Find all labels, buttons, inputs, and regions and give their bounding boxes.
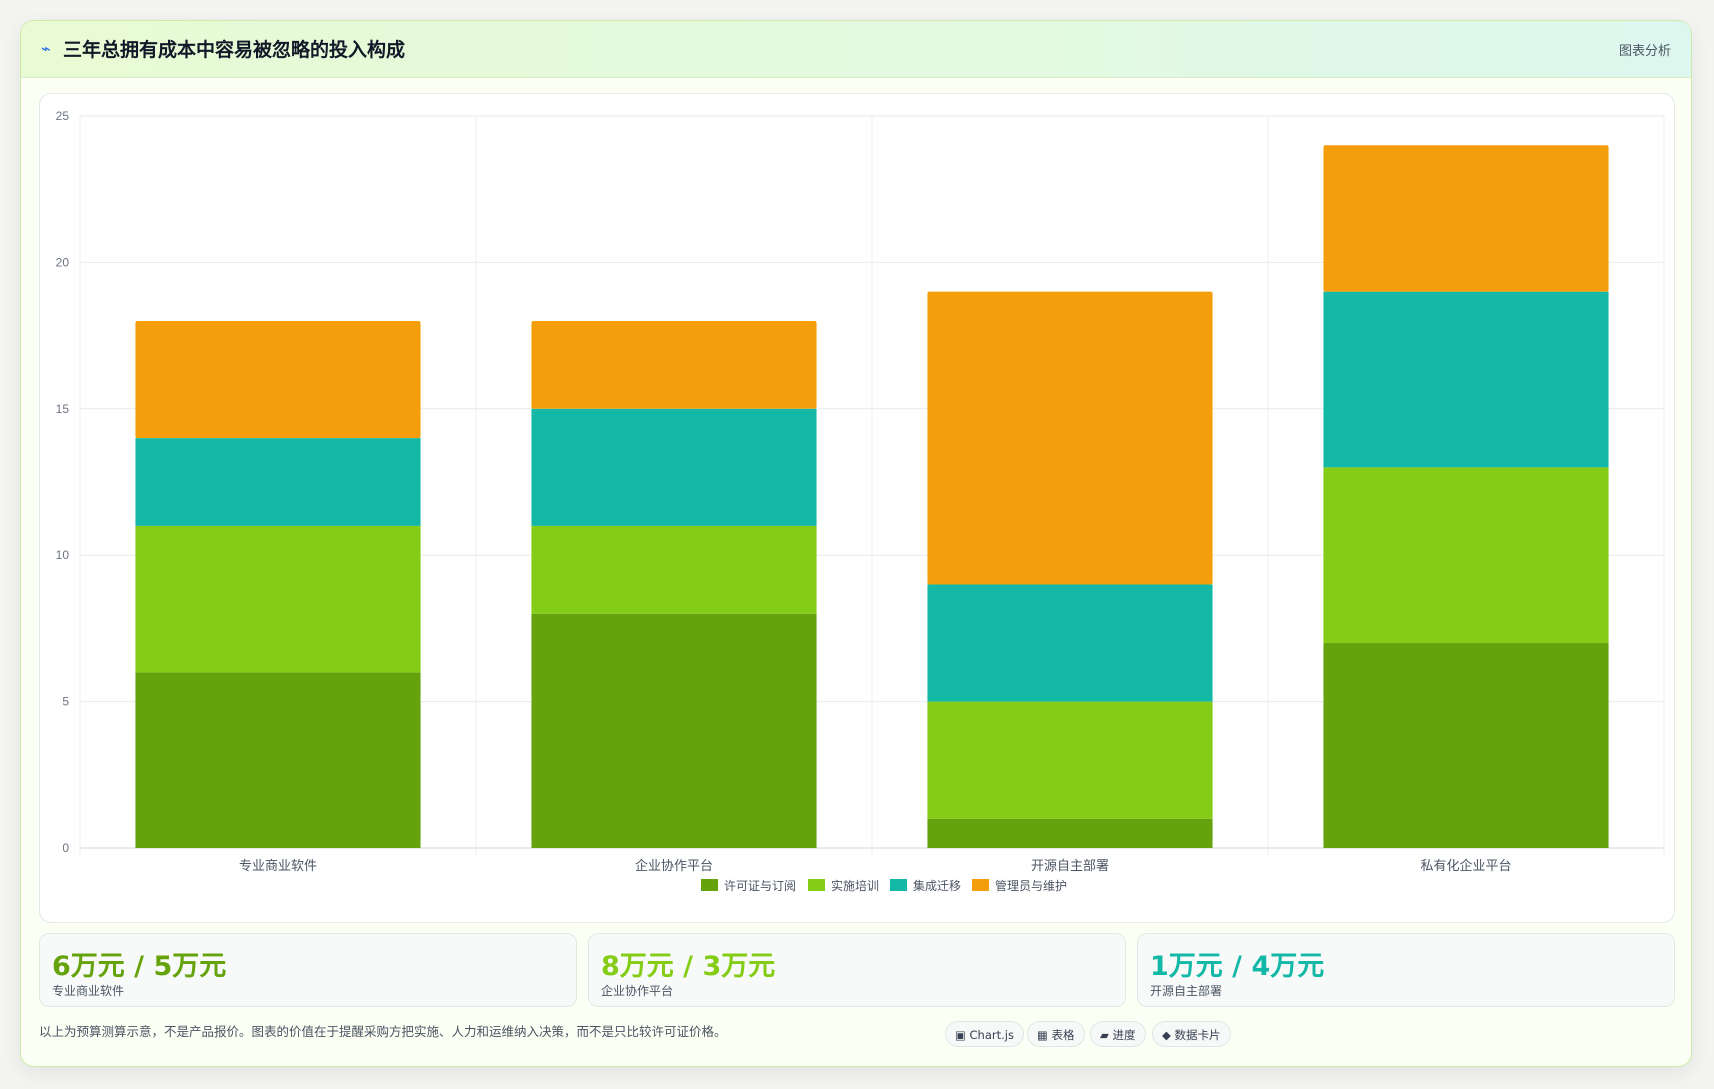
legend-swatch [808,879,825,891]
bar-segment [531,320,817,409]
bolt-icon: ⌁ [41,39,51,58]
chip-data-card[interactable]: ◆ 数据卡片 [1152,1021,1231,1047]
chart-card: ⌁ 三年总拥有成本中容易被忽略的投入构成 图表分析 0 5 10 15 20 25 专业商业… [20,20,1692,1067]
y-tick-label: 20 [56,255,70,269]
legend-swatch [701,879,718,891]
chart-analysis-badge[interactable]: 图表分析 [1618,44,1671,59]
bar-segment [135,438,421,526]
bar-segment [135,525,421,673]
footnote: 以上为预算测算示意，不是产品报价。图表的价值在于提醒采购方把实施、人力和运维纳入… [39,1024,727,1039]
legend-swatch [890,879,907,891]
bar-segment [1323,291,1609,468]
stat-card-commercial: 6万元 / 5万元 专业商业软件 [39,933,577,1007]
y-tick-label: 10 [56,548,70,562]
y-tick-label: 15 [56,402,70,416]
stat-label: 开源自主部署 [1150,984,1223,998]
bar-segment [1323,643,1609,848]
stat-label: 企业协作平台 [601,984,674,998]
x-tick-label: 企业协作平台 [635,858,713,874]
legend-label: 管理员与维护 [995,878,1067,893]
legend-label: 许可证与订阅 [724,879,796,893]
stat-label: 专业商业软件 [52,984,125,998]
stacked-bar-chart: 0 5 10 15 20 25 专业商业软件 企业协作平台 开源自主部署 私有化企业平台许可证与订… [56,109,1665,893]
card-title: 三年总拥有成本中容易被忽略的投入构成 [63,39,406,61]
stat-value: 1万元 / 4万元 [1150,951,1325,982]
legend-label: 实施培训 [831,878,879,893]
bar-segment [135,320,421,439]
bar-segment [927,584,1213,702]
card-header: ⌁ 三年总拥有成本中容易被忽略的投入构成 图表分析 [21,21,1691,78]
y-tick-label: 0 [62,841,69,855]
bar-segment [1323,467,1609,644]
chip-progress[interactable]: ▰ 进度 [1090,1021,1146,1047]
x-tick-label: 私有化企业平台 [1420,858,1511,874]
stat-value: 6万元 / 5万元 [52,951,227,982]
stat-card-collaboration: 8万元 / 3万元 企业协作平台 [588,933,1126,1007]
chip-chartjs[interactable]: ▣ Chart.js [945,1021,1024,1047]
bar-segment [531,408,817,526]
legend-swatch [972,879,989,891]
bar-segment [927,291,1213,585]
x-tick-label: 开源自主部署 [1031,859,1109,874]
stat-card-open-source: 1万元 / 4万元 开源自主部署 [1137,933,1675,1007]
bar-segment [927,818,1213,848]
chip-table[interactable]: ▦ 表格 [1027,1021,1085,1047]
y-tick-label: 25 [56,109,70,123]
x-tick-label: 专业商业软件 [239,859,317,874]
bar-segment [531,525,817,614]
bar-segment [531,613,817,848]
bar-segment [135,672,421,848]
legend-label: 集成迁移 [913,878,961,893]
bar-segment [927,701,1213,819]
y-tick-label: 5 [62,695,69,709]
chart-panel: 0 5 10 15 20 25 专业商业软件 企业协作平台 开源自主部署 私有化企业平台许可证与订… [39,93,1675,923]
bar-segment [1323,145,1609,292]
stat-value: 8万元 / 3万元 [601,951,776,982]
